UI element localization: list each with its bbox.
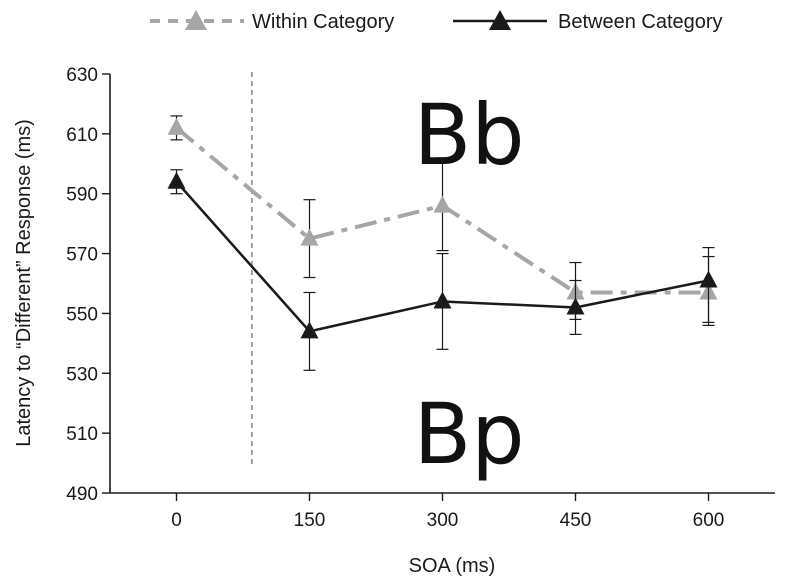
legend-between-label: Between Category (558, 11, 723, 33)
y-tick-label-490: 490 (66, 484, 98, 505)
x-tick-label-150: 150 (294, 510, 326, 531)
x-tick-label-450: 450 (560, 510, 592, 531)
point-within-150 (300, 228, 319, 246)
x-tick-label-0: 0 (171, 510, 182, 531)
y-tick-label-570: 570 (66, 245, 98, 266)
x-axis-title: SOA (ms) (409, 555, 496, 577)
axes: 490 510 530 550 570 590 610 630 0 150 300 450 600 (66, 65, 775, 531)
x-tick-label-300: 300 (427, 510, 459, 531)
y-tick-label-550: 550 (66, 304, 98, 325)
stimulus-labels: Bb Bp (414, 86, 525, 483)
point-between-600 (699, 270, 718, 288)
y-tick-label-610: 610 (66, 125, 98, 146)
point-between-450 (566, 297, 585, 315)
y-tick-label-530: 530 (66, 364, 98, 385)
series-within (167, 115, 718, 324)
point-within-0 (167, 117, 186, 135)
legend-within-marker (185, 10, 207, 30)
legend-within-label: Within Category (252, 11, 394, 33)
point-within-300 (433, 195, 452, 213)
point-between-0 (167, 171, 186, 189)
point-between-300 (433, 291, 452, 309)
legend-item-between: Between Category (453, 10, 723, 33)
x-tick-label-600: 600 (693, 510, 725, 531)
stimulus-label-bb: Bb (414, 86, 525, 184)
y-tick-label-590: 590 (66, 185, 98, 206)
legend: Within Category Between Category (150, 10, 723, 33)
legend-between-marker (489, 10, 511, 30)
legend-item-within: Within Category (150, 10, 394, 33)
stimulus-label-bp: Bp (414, 385, 525, 483)
series-group (167, 115, 718, 371)
y-tick-label-510: 510 (66, 424, 98, 445)
y-tick-label-630: 630 (66, 65, 98, 86)
series-between (167, 169, 718, 371)
y-axis-title: Latency to “Different” Response (ms) (13, 119, 35, 447)
point-between-150 (300, 321, 319, 339)
